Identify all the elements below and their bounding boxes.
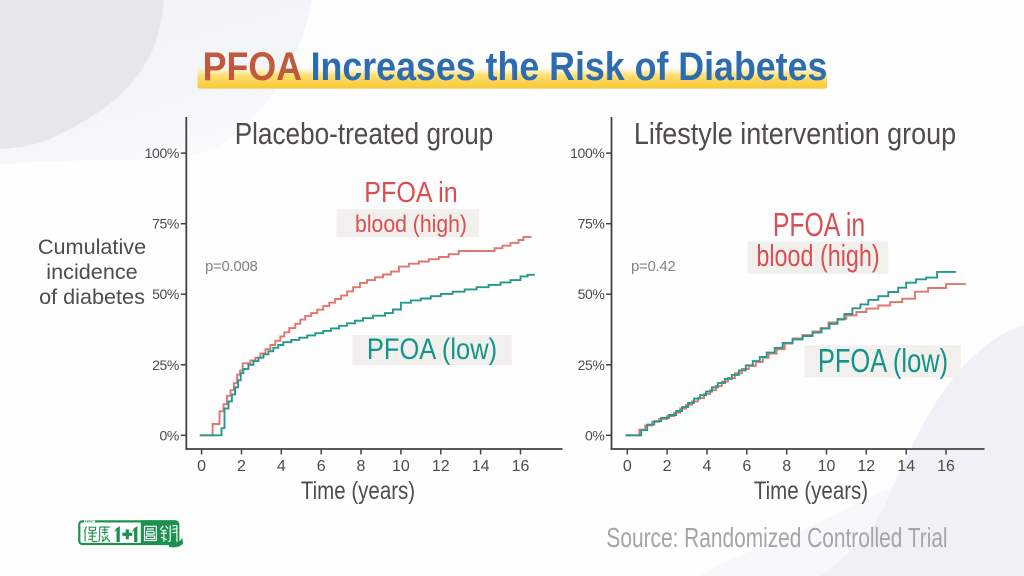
svg-text:50%: 50% <box>152 286 179 302</box>
svg-text:16: 16 <box>512 458 530 475</box>
svg-text:50%: 50% <box>578 286 605 302</box>
svg-text:10: 10 <box>392 458 410 475</box>
svg-text:2: 2 <box>663 458 672 475</box>
svg-text:0: 0 <box>623 458 632 475</box>
svg-text:100%: 100% <box>570 145 604 161</box>
svg-text:6: 6 <box>317 458 326 475</box>
svg-text:0: 0 <box>197 458 206 475</box>
svg-text:25%: 25% <box>578 357 605 373</box>
svg-text:0%: 0% <box>585 427 604 443</box>
svg-text:4: 4 <box>703 458 712 475</box>
svg-text:12: 12 <box>432 458 450 475</box>
svg-text:100%: 100% <box>145 145 179 161</box>
svg-text:14: 14 <box>472 458 490 475</box>
svg-text:16: 16 <box>937 458 955 475</box>
svg-text:75%: 75% <box>578 216 605 232</box>
svg-text:75%: 75% <box>152 216 179 232</box>
svg-text:8: 8 <box>782 458 791 475</box>
svg-text:10: 10 <box>818 458 836 475</box>
svg-text:8: 8 <box>357 458 366 475</box>
svg-text:4: 4 <box>277 458 286 475</box>
svg-text:6: 6 <box>742 458 751 475</box>
svg-text:25%: 25% <box>152 357 179 373</box>
svg-text:0%: 0% <box>159 427 178 443</box>
svg-text:14: 14 <box>897 458 915 475</box>
svg-text:2: 2 <box>237 458 246 475</box>
svg-text:12: 12 <box>857 458 875 475</box>
